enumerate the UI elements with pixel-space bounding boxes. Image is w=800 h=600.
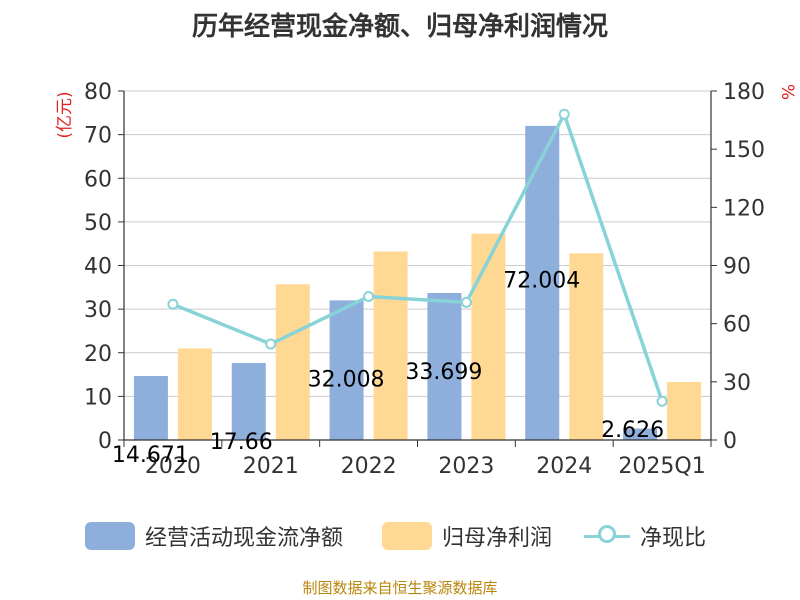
legend-swatch-profit (382, 522, 432, 550)
data-label-cash: 33.699 (405, 360, 482, 385)
right-tick-label: 180 (723, 80, 765, 105)
ratio-point (167, 298, 179, 310)
bar-profit (667, 381, 702, 440)
legend-item-ratio[interactable]: 净现比 (584, 520, 706, 552)
bar-cash (427, 292, 462, 440)
bars-group (133, 125, 702, 440)
x-tick-label: 2023 (438, 454, 494, 479)
chart-title: 历年经营现金净额、归母净利润情况 (191, 12, 608, 42)
legend-item-cash[interactable]: 经营活动现金流净额 (85, 520, 343, 552)
legend-dot-icon (598, 525, 616, 543)
left-tick-label: 80 (84, 80, 112, 105)
right-tick-label: 150 (723, 138, 765, 163)
left-tick-label: 50 (84, 211, 112, 236)
right-tick-label: 60 (723, 313, 751, 338)
bar-cash (133, 375, 168, 440)
left-tick-label: 40 (84, 255, 112, 280)
ratio-point (460, 296, 472, 308)
bar-profit (373, 251, 408, 440)
legend-label-profit: 归母净利润 (442, 526, 553, 551)
bar-profit (471, 233, 506, 440)
x-tick-label: 2024 (536, 454, 592, 479)
data-label-cash: 72.004 (503, 268, 580, 293)
left-tick-label: 60 (84, 167, 112, 192)
ratio-point (558, 108, 570, 120)
data-label-cash: 17.66 (210, 430, 273, 455)
legend-label-cash: 经营活动现金流净额 (145, 526, 344, 551)
ratio-point (363, 291, 375, 303)
data-label-cash: 2.626 (601, 418, 664, 443)
legend: 经营活动现金流净额 归母净利润 净现比 (0, 520, 800, 552)
right-axis-unit: % (777, 84, 797, 100)
ratio-point (656, 395, 668, 407)
left-tick-label: 0 (98, 429, 112, 454)
x-tick-label: 2020 (145, 454, 201, 479)
data-labels-group: 14.671 17.66 32.008 33.699 72.004 2.626 (112, 268, 664, 468)
right-tick-label: 30 (723, 371, 751, 396)
ratio-point (265, 338, 277, 350)
bar-profit (569, 253, 604, 440)
left-tick-label: 10 (84, 385, 112, 410)
bar-cash (329, 300, 364, 440)
grid-lines (124, 90, 711, 397)
data-label-cash: 14.671 (112, 443, 189, 468)
legend-item-profit[interactable]: 归母净利润 (382, 520, 552, 552)
x-tick-label: 2021 (243, 454, 299, 479)
x-tick-label: 2022 (341, 454, 397, 479)
legend-label-ratio: 净现比 (640, 526, 707, 551)
bar-cash (623, 428, 658, 440)
legend-swatch-cash (85, 522, 135, 550)
right-tick-label: 120 (723, 196, 765, 221)
bar-profit (275, 284, 310, 440)
ratio-line-group (167, 108, 668, 407)
left-axis-unit: (亿元) (55, 91, 75, 138)
left-tick-label: 30 (84, 298, 112, 323)
left-tick-label: 20 (84, 342, 112, 367)
source-note: 制图数据来自恒生聚源数据库 (302, 579, 498, 597)
right-tick-label: 0 (723, 429, 737, 454)
axes-group: 0 10 20 30 40 50 60 70 80 0 30 60 90 120 150 180 (亿元) % 20… (55, 80, 797, 479)
bar-cash (231, 362, 266, 440)
bar-profit (177, 348, 212, 440)
x-tick-label: 2025Q1 (618, 454, 705, 479)
left-tick-label: 70 (84, 124, 112, 149)
ratio-line (172, 112, 664, 402)
legend-line-ratio (584, 522, 630, 550)
data-label-cash: 32.008 (308, 367, 385, 392)
right-tick-label: 90 (723, 255, 751, 280)
